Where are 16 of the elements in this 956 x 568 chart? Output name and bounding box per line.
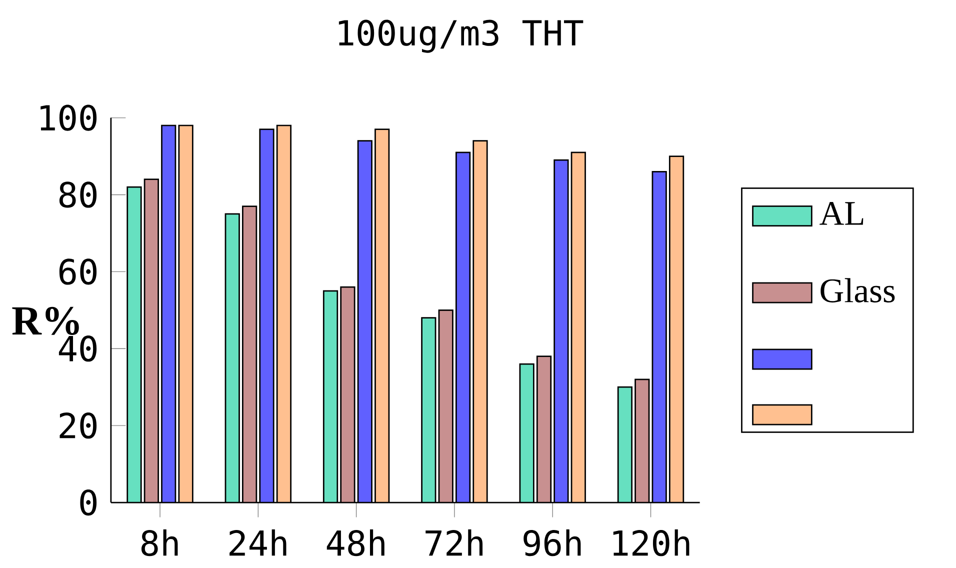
y-tick-label: 60 xyxy=(59,258,97,285)
x-tick-label: 72h xyxy=(426,530,483,556)
legend-label: AL xyxy=(820,202,864,225)
x-tick-label: 48h xyxy=(326,530,384,556)
x-tick-label: 8h xyxy=(141,530,178,556)
y-tick-label: 80 xyxy=(59,182,97,208)
x-tick-label: 24h xyxy=(230,530,286,556)
x-tick-label: 120h xyxy=(613,530,690,556)
y-tick-label: 40 xyxy=(58,336,97,362)
y-tick-label: 20 xyxy=(60,412,97,439)
chart-title: 100ug/m3 THT xyxy=(338,20,584,53)
y-tick-label: 0 xyxy=(80,490,97,516)
y-axis-title: R% xyxy=(12,307,79,336)
legend-label: Glass xyxy=(820,278,895,303)
y-tick-label: 100 xyxy=(40,104,97,132)
x-tick-label: 96h xyxy=(524,530,581,556)
